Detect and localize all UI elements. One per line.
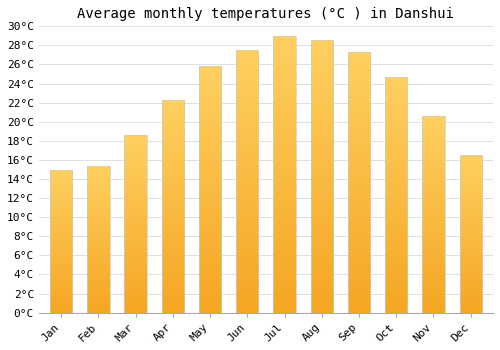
Bar: [460, 155, 482, 313]
Bar: [50, 170, 72, 313]
Bar: [236, 50, 258, 313]
Bar: [274, 36, 295, 313]
Bar: [460, 155, 482, 313]
Title: Average monthly temperatures (°C ) in Danshui: Average monthly temperatures (°C ) in Da…: [78, 7, 454, 21]
Bar: [50, 170, 72, 313]
Bar: [199, 66, 222, 313]
Bar: [422, 116, 444, 313]
Bar: [385, 77, 407, 313]
Bar: [124, 135, 147, 313]
Bar: [422, 116, 444, 313]
Bar: [385, 77, 407, 313]
Bar: [236, 50, 258, 313]
Bar: [124, 135, 147, 313]
Bar: [274, 36, 295, 313]
Bar: [87, 166, 110, 313]
Bar: [310, 40, 333, 313]
Bar: [348, 52, 370, 313]
Bar: [162, 100, 184, 313]
Bar: [162, 100, 184, 313]
Bar: [348, 52, 370, 313]
Bar: [199, 66, 222, 313]
Bar: [310, 40, 333, 313]
Bar: [87, 166, 110, 313]
